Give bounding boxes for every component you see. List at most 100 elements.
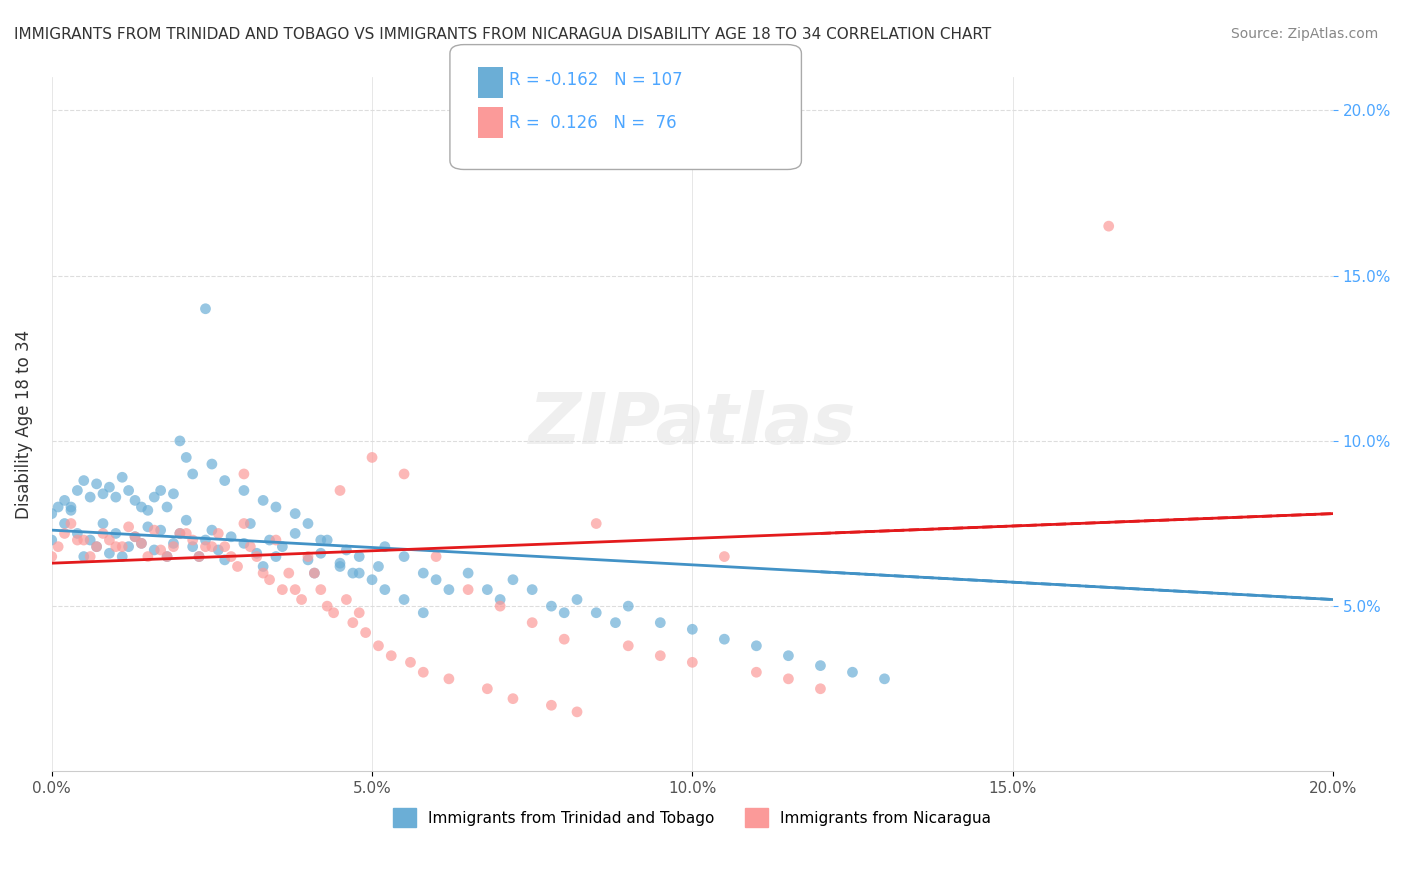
Point xyxy=(617,599,640,614)
Point xyxy=(66,533,89,547)
Point xyxy=(181,533,204,547)
Point xyxy=(214,540,236,554)
Point xyxy=(232,467,254,481)
Point xyxy=(136,549,159,564)
Point xyxy=(46,500,69,514)
Point xyxy=(284,526,307,541)
Point xyxy=(174,526,197,541)
Point xyxy=(239,516,262,531)
Point xyxy=(104,526,127,541)
Point xyxy=(156,500,179,514)
Point xyxy=(713,549,735,564)
Point xyxy=(284,582,307,597)
Point xyxy=(873,672,896,686)
Point xyxy=(156,549,179,564)
Point xyxy=(194,301,217,316)
Point xyxy=(489,592,512,607)
Point xyxy=(214,474,236,488)
Point xyxy=(322,606,344,620)
Point xyxy=(232,536,254,550)
Point xyxy=(304,566,326,580)
Point xyxy=(73,549,96,564)
Point xyxy=(477,582,499,597)
Point xyxy=(188,549,211,564)
Point xyxy=(41,533,63,547)
Point xyxy=(681,622,703,636)
Point xyxy=(585,516,607,531)
Point xyxy=(565,705,588,719)
Point xyxy=(124,493,146,508)
Point xyxy=(309,533,332,547)
Point xyxy=(143,490,166,504)
Text: IMMIGRANTS FROM TRINIDAD AND TOBAGO VS IMMIGRANTS FROM NICARAGUA DISABILITY AGE : IMMIGRANTS FROM TRINIDAD AND TOBAGO VS I… xyxy=(14,27,991,42)
Point xyxy=(540,599,562,614)
Point xyxy=(46,540,69,554)
Point xyxy=(181,540,204,554)
Point xyxy=(297,516,319,531)
Point xyxy=(59,516,82,531)
Point xyxy=(156,549,179,564)
Point xyxy=(745,665,768,680)
Point xyxy=(214,553,236,567)
Point xyxy=(284,507,307,521)
Point xyxy=(79,549,101,564)
Point xyxy=(457,566,479,580)
Point xyxy=(412,566,434,580)
Point xyxy=(502,573,524,587)
Point xyxy=(86,476,108,491)
Point xyxy=(232,483,254,498)
Point xyxy=(380,648,402,663)
Point xyxy=(117,540,139,554)
Point xyxy=(399,656,422,670)
Y-axis label: Disability Age 18 to 34: Disability Age 18 to 34 xyxy=(15,330,32,519)
Point xyxy=(232,516,254,531)
Point xyxy=(98,480,121,494)
Point xyxy=(810,681,832,696)
Point xyxy=(117,483,139,498)
Point xyxy=(252,493,274,508)
Point xyxy=(778,648,800,663)
Point xyxy=(342,615,364,630)
Point xyxy=(41,507,63,521)
Point xyxy=(124,530,146,544)
Point xyxy=(374,582,396,597)
Point xyxy=(650,648,672,663)
Point xyxy=(316,599,339,614)
Point xyxy=(745,639,768,653)
Point xyxy=(392,592,415,607)
Point xyxy=(91,516,114,531)
Point xyxy=(335,543,357,558)
Point xyxy=(277,566,299,580)
Point xyxy=(169,526,191,541)
Text: Source: ZipAtlas.com: Source: ZipAtlas.com xyxy=(1230,27,1378,41)
Point xyxy=(226,559,249,574)
Point xyxy=(335,592,357,607)
Point xyxy=(111,549,134,564)
Point xyxy=(169,434,191,448)
Point xyxy=(392,467,415,481)
Point xyxy=(605,615,627,630)
Point xyxy=(66,526,89,541)
Point xyxy=(329,556,352,570)
Point xyxy=(290,592,312,607)
Point xyxy=(565,592,588,607)
Point xyxy=(53,493,76,508)
Point xyxy=(207,543,229,558)
Point xyxy=(309,582,332,597)
Point xyxy=(304,566,326,580)
Point xyxy=(309,546,332,560)
Point xyxy=(131,536,153,550)
Point xyxy=(246,546,269,560)
Point xyxy=(347,549,370,564)
Point xyxy=(149,523,172,537)
Point xyxy=(585,606,607,620)
Point xyxy=(425,549,447,564)
Point xyxy=(347,566,370,580)
Point xyxy=(264,533,287,547)
Point xyxy=(271,582,294,597)
Point xyxy=(143,543,166,558)
Point xyxy=(522,615,544,630)
Point xyxy=(259,573,281,587)
Point xyxy=(219,549,242,564)
Point xyxy=(111,470,134,484)
